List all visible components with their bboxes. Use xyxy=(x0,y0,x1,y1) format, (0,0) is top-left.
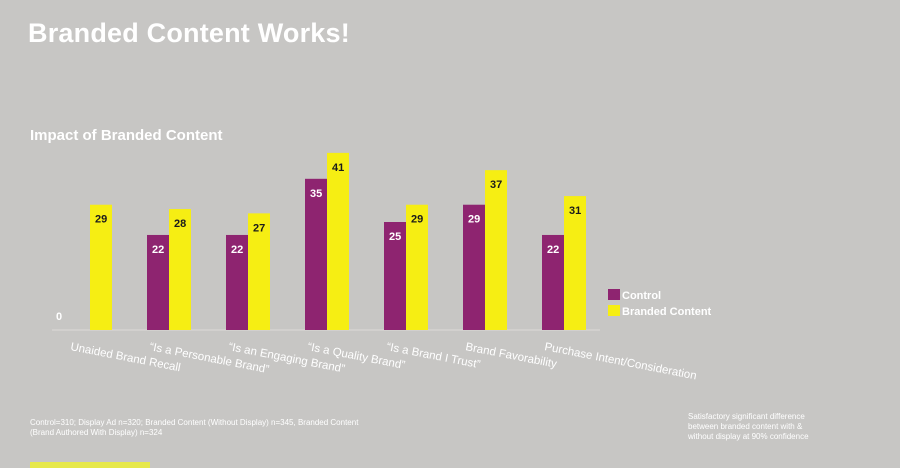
footnote-left-line2: (Brand Authored With Display) n=324 xyxy=(30,428,163,437)
value-label-branded-content-2: 28 xyxy=(174,218,186,230)
legend-label-branded-content: Branded Content xyxy=(622,306,712,318)
bar-branded-content-1 xyxy=(90,204,112,330)
category-label-7: Purchase Intent/Consideration xyxy=(543,341,697,382)
legend-swatch-branded-content xyxy=(608,305,620,316)
footnote-right-line3: without display at 90% confidence xyxy=(688,432,809,441)
legend-label-control: Control xyxy=(622,290,661,302)
bars-group xyxy=(90,152,586,330)
bar-branded-content-4 xyxy=(327,152,349,330)
category-labels-group: Unaided Brand Recall“Is a Personable Bra… xyxy=(69,341,697,382)
bar-control-3 xyxy=(226,234,248,330)
significance-footnote: Satisfactory significant difference betw… xyxy=(688,412,888,442)
value-label-control-2: 22 xyxy=(152,244,164,256)
bar-control-6 xyxy=(463,204,485,330)
value-label-branded-content-7: 31 xyxy=(569,205,581,217)
value-label-branded-content-3: 27 xyxy=(253,222,265,234)
footnote-left-line1: Control=310; Display Ad n=320; Branded C… xyxy=(30,418,359,427)
legend-swatch-control xyxy=(608,289,620,300)
value-label-control-4: 35 xyxy=(310,188,322,200)
value-labels-group: 0 29 22 28 22 27 35 41 25 29 29 37 22 31 xyxy=(56,162,581,323)
bar-branded-content-6 xyxy=(485,170,507,330)
bar-control-4 xyxy=(305,178,327,330)
value-label-branded-content-5: 29 xyxy=(411,214,423,226)
value-label-control-6: 29 xyxy=(468,214,480,226)
bar-branded-content-3 xyxy=(248,213,270,330)
bar-control-7 xyxy=(542,234,564,330)
brand-accent-strip xyxy=(30,462,150,468)
value-label-control-3: 22 xyxy=(231,244,243,256)
value-label-control-1: 0 xyxy=(56,311,62,323)
value-label-control-5: 25 xyxy=(389,231,401,243)
value-label-branded-content-6: 37 xyxy=(490,179,502,191)
value-label-branded-content-4: 41 xyxy=(332,162,344,174)
bar-branded-content-5 xyxy=(406,204,428,330)
bar-branded-content-2 xyxy=(169,209,191,330)
footnote-right-line1: Satisfactory significant difference xyxy=(688,412,805,421)
bar-control-5 xyxy=(384,222,406,330)
value-label-branded-content-1: 29 xyxy=(95,214,107,226)
page-title: Branded Content Works! xyxy=(28,18,350,48)
footnote-right-line2: between branded content with & xyxy=(688,422,803,431)
bar-control-2 xyxy=(147,234,169,330)
value-label-control-7: 22 xyxy=(547,244,559,256)
sample-size-footnote: Control=310; Display Ad n=320; Branded C… xyxy=(30,418,500,438)
chart-title: Impact of Branded Content xyxy=(30,127,223,144)
bar-branded-content-7 xyxy=(564,196,586,330)
legend: Control Branded Content xyxy=(608,289,712,318)
